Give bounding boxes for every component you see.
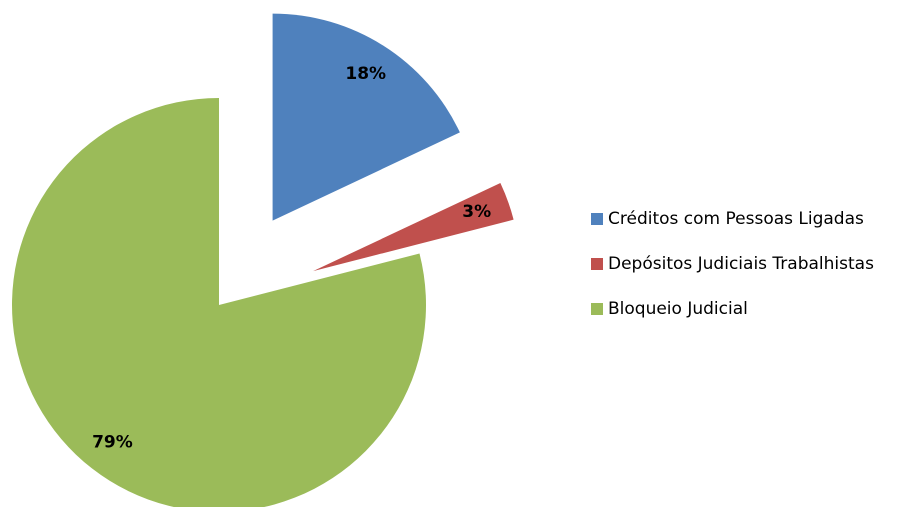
data-label: 3% (462, 202, 491, 222)
legend-label: Depósitos Judiciais Trabalhistas (608, 254, 874, 274)
data-label: 79% (92, 432, 133, 452)
legend-label: Créditos com Pessoas Ligadas (608, 209, 864, 229)
legend-label: Bloqueio Judicial (608, 299, 748, 319)
legend-swatch (591, 303, 603, 315)
pie-slice (272, 13, 460, 221)
data-label: 18% (345, 64, 386, 84)
pie-slice (313, 182, 514, 272)
pie-slice (12, 98, 426, 507)
legend-swatch (591, 213, 603, 225)
legend-swatch (591, 258, 603, 270)
